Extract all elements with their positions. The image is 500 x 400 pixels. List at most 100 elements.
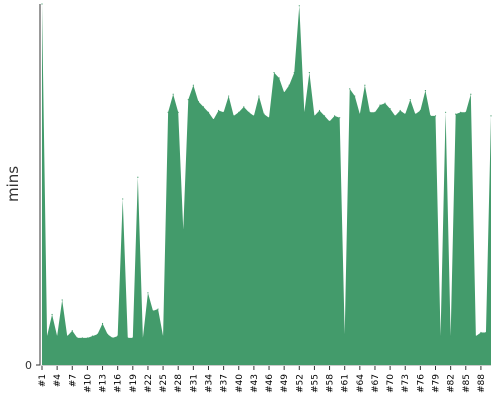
x-tick-label: #58: [326, 374, 336, 393]
data-point: [197, 100, 199, 103]
data-point: [142, 337, 144, 339]
data-point: [56, 335, 58, 337]
data-point: [349, 88, 351, 90]
data-point: [359, 113, 361, 115]
data-point: [339, 117, 341, 119]
data-point: [253, 115, 255, 117]
x-tick-label: #16: [114, 374, 124, 393]
data-point: [374, 111, 376, 113]
data-point: [101, 322, 104, 325]
data-point: [182, 229, 184, 231]
data-point: [293, 71, 295, 74]
data-point: [409, 99, 411, 101]
data-point: [96, 333, 99, 335]
data-point: [46, 335, 48, 337]
data-point: [389, 108, 391, 110]
data-point: [455, 113, 457, 115]
data-point: [268, 117, 270, 119]
data-point: [187, 99, 189, 101]
data-point: [470, 93, 472, 95]
data-point: [404, 113, 406, 115]
data-point: [76, 337, 78, 339]
data-point: [258, 95, 260, 97]
data-point: [162, 335, 164, 337]
data-point: [273, 71, 275, 74]
x-tick-label: #55: [310, 374, 320, 393]
data-point: [192, 84, 194, 86]
data-point: [41, 3, 43, 5]
data-point: [202, 106, 205, 108]
data-point: [323, 115, 326, 117]
data-point: [318, 109, 321, 112]
x-tick-label: #7: [68, 374, 78, 387]
data-point: [364, 84, 366, 86]
data-point: [137, 176, 139, 178]
data-point: [298, 5, 300, 7]
data-point: [429, 115, 432, 117]
data-point: [450, 335, 452, 337]
x-tick-label: #73: [401, 374, 411, 393]
x-tick-label: #61: [341, 374, 351, 393]
x-tick-label: #43: [250, 374, 260, 393]
data-point: [424, 90, 427, 92]
data-point: [490, 115, 492, 117]
data-point: [480, 331, 482, 334]
data-point: [117, 335, 119, 337]
data-point: [167, 111, 169, 113]
data-point: [460, 111, 462, 113]
data-point: [86, 337, 88, 339]
data-point: [303, 111, 305, 113]
x-tick-label: #76: [416, 374, 426, 393]
y-axis-label: mins: [4, 166, 22, 202]
x-tick-label: #49: [280, 374, 290, 393]
data-point: [465, 111, 467, 113]
data-point: [328, 120, 331, 122]
data-point: [369, 111, 371, 113]
data-point: [248, 111, 250, 113]
x-tick-label: #28: [174, 374, 184, 393]
x-tick-label: #67: [371, 374, 381, 393]
x-tick-label: #82: [447, 374, 457, 393]
data-point: [384, 102, 386, 104]
data-point: [223, 111, 225, 113]
data-point: [66, 335, 68, 337]
data-point: [263, 113, 265, 115]
x-tick-label: #46: [265, 374, 275, 393]
data-point: [278, 77, 280, 79]
data-point: [132, 337, 134, 339]
data-point: [313, 115, 316, 117]
data-point: [152, 310, 154, 312]
data-point: [212, 118, 215, 121]
data-point: [81, 337, 83, 339]
x-tick-label: #22: [144, 374, 154, 393]
data-point: [122, 198, 124, 200]
data-point: [379, 104, 381, 106]
data-point: [485, 331, 487, 334]
x-tick-label: #85: [462, 374, 472, 393]
data-point: [233, 115, 235, 117]
data-point: [288, 84, 290, 86]
x-tick-label: #40: [235, 374, 245, 393]
y-tick-label: 0: [25, 359, 32, 372]
data-point: [414, 113, 416, 115]
x-tick-label: #31: [189, 374, 199, 393]
data-point: [344, 333, 346, 335]
data-point: [177, 111, 179, 113]
x-tick-label: #52: [295, 374, 305, 393]
data-point: [172, 93, 174, 95]
data-point: [308, 71, 310, 74]
data-point: [475, 335, 477, 337]
area-series: [42, 4, 491, 365]
data-point: [157, 308, 159, 310]
x-tick-label: #64: [356, 374, 366, 393]
x-tick-label: #4: [53, 374, 63, 388]
plot-area: [36, 3, 492, 366]
data-point: [419, 109, 421, 112]
data-point: [91, 335, 94, 337]
data-point: [71, 330, 73, 332]
x-tick-label: #25: [159, 374, 169, 393]
data-point: [127, 337, 129, 339]
x-tick-label: #10: [83, 374, 93, 393]
data-point: [112, 337, 114, 339]
x-tick-label: #79: [432, 374, 442, 393]
